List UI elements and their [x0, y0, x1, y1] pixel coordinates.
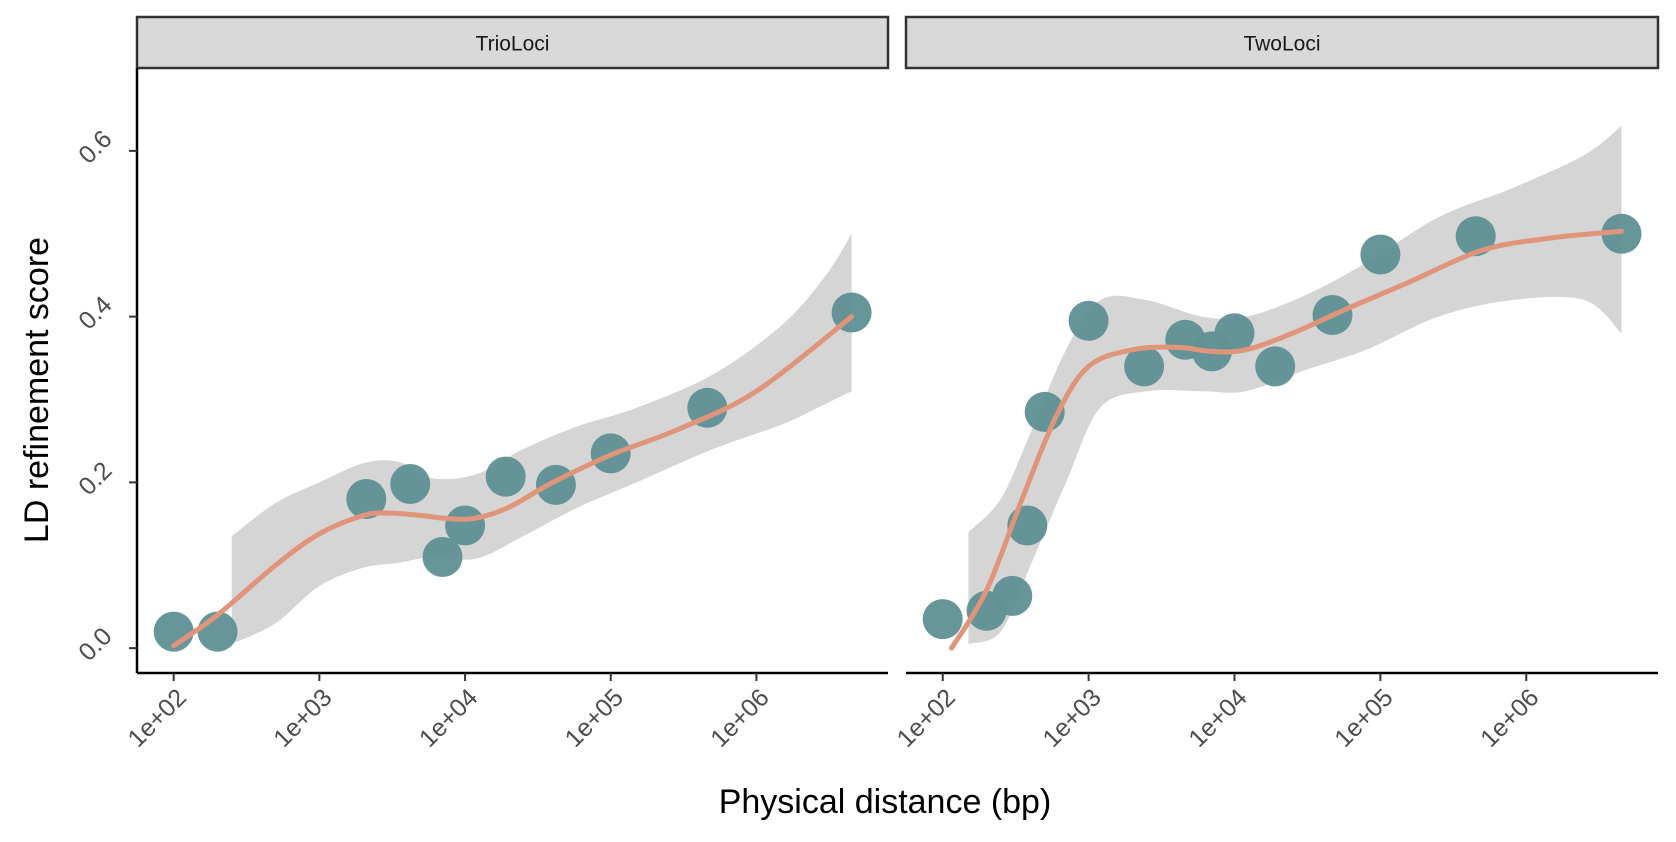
data-point: [922, 599, 963, 640]
data-point: [1255, 346, 1296, 387]
data-point: [1455, 216, 1496, 257]
x-axis-title: Physical distance (bp): [719, 783, 1052, 821]
data-point: [687, 387, 728, 428]
data-point: [992, 575, 1033, 616]
facet-strip: [904, 15, 1660, 70]
data-point: [422, 537, 463, 577]
confidence-ribbon: [231, 233, 852, 645]
data-point: [1214, 313, 1255, 354]
facet-strip: [135, 15, 890, 70]
data-point: [1360, 234, 1401, 275]
data-point: [390, 464, 431, 504]
smooth-trend-line: [171, 314, 855, 649]
data-point: [485, 456, 526, 497]
data-point: [445, 505, 486, 546]
data-point: [1068, 300, 1109, 341]
facet-strip-label: TrioLoci: [476, 33, 550, 56]
y-axis-title: LD refinement score: [18, 237, 56, 543]
smooth-trend-line: [949, 228, 1624, 651]
data-point: [346, 479, 387, 519]
facet-strip-label: TwoLoci: [1243, 33, 1320, 56]
data-point: [535, 464, 576, 505]
data-point: [1124, 346, 1165, 387]
confidence-ribbon: [968, 126, 1622, 644]
